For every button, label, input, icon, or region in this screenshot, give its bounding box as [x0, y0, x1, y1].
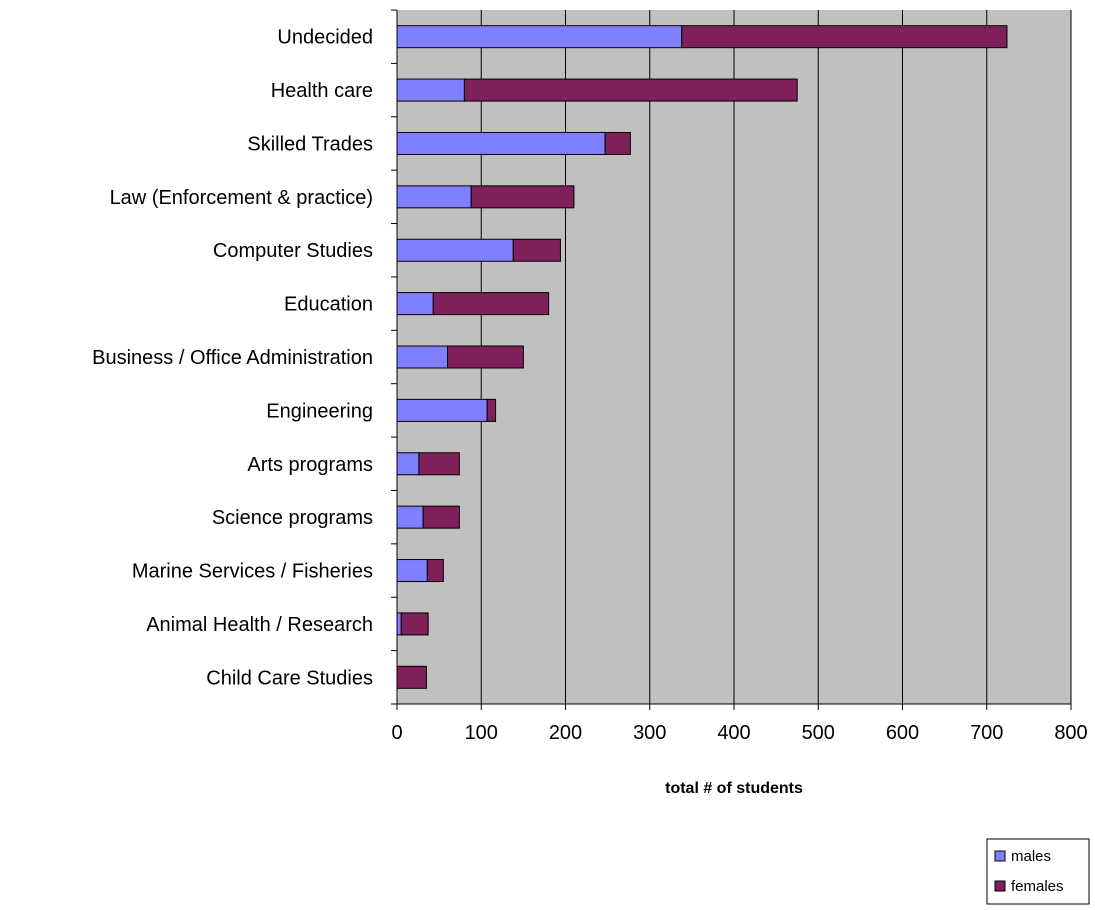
category-label: Skilled Trades: [247, 133, 373, 155]
x-tick-label: 600: [886, 722, 919, 744]
legend-swatch-females: [994, 880, 1006, 892]
bar-females: [681, 25, 1008, 49]
category-label: Undecided: [277, 27, 373, 49]
x-tick-label: 800: [1054, 722, 1087, 744]
bar-males: [396, 612, 402, 636]
x-axis-title: total # of students: [665, 780, 803, 797]
bar-females: [470, 185, 575, 209]
legend-swatch-males: [994, 850, 1006, 862]
bar-males: [396, 452, 420, 476]
x-tick-label: 0: [391, 722, 402, 744]
category-label: Education: [284, 294, 373, 316]
category-label: Law (Enforcement & practice): [110, 187, 373, 209]
category-label: Computer Studies: [213, 240, 373, 262]
x-tick-label: 400: [717, 722, 750, 744]
x-tick-label: 500: [802, 722, 835, 744]
bar-males: [396, 238, 514, 262]
category-label: Health care: [271, 80, 373, 102]
bar-females: [463, 78, 798, 102]
bar-males: [396, 292, 434, 316]
category-label: Marine Services / Fisheries: [132, 561, 373, 583]
bar-females: [447, 345, 524, 369]
legend-label-males: males: [1011, 848, 1051, 865]
x-tick-label: 100: [465, 722, 498, 744]
bar-females: [432, 292, 550, 316]
bar-males: [396, 78, 465, 102]
category-label: Child Care Studies: [206, 667, 373, 689]
bar-females: [426, 559, 444, 583]
category-label: Animal Health / Research: [146, 614, 373, 636]
bar-females: [604, 131, 631, 155]
bar-females: [418, 452, 460, 476]
bar-females: [512, 238, 561, 262]
bar-males: [396, 185, 472, 209]
y-axis: Undecided Health care Skilled Trades Law (E…: [92, 9, 398, 705]
bar-males: [396, 505, 424, 529]
legend-label-females: females: [1011, 878, 1064, 895]
bars: [396, 25, 1008, 689]
x-tick-label: 300: [633, 722, 666, 744]
bar-males: [396, 25, 683, 49]
x-axis: 0 100 200 300 400 500 600 700 800: [391, 703, 1088, 744]
legend-box: [986, 838, 1090, 905]
gridlines: [480, 10, 1072, 704]
x-tick-label: 200: [549, 722, 582, 744]
bar-males: [396, 398, 488, 422]
bar-males: [396, 131, 606, 155]
bar-females: [422, 505, 460, 529]
bar-females: [396, 665, 427, 689]
bar-males: [396, 345, 449, 369]
x-tick-label: 700: [970, 722, 1003, 744]
legend: males females: [986, 838, 1090, 905]
category-label: Arts programs: [247, 454, 373, 476]
category-label: Engineering: [266, 400, 373, 422]
bar-females: [400, 612, 429, 636]
bar-males: [396, 559, 428, 583]
bar-females: [486, 398, 497, 422]
category-label: Business / Office Administration: [92, 347, 373, 369]
category-label: Science programs: [212, 507, 373, 529]
